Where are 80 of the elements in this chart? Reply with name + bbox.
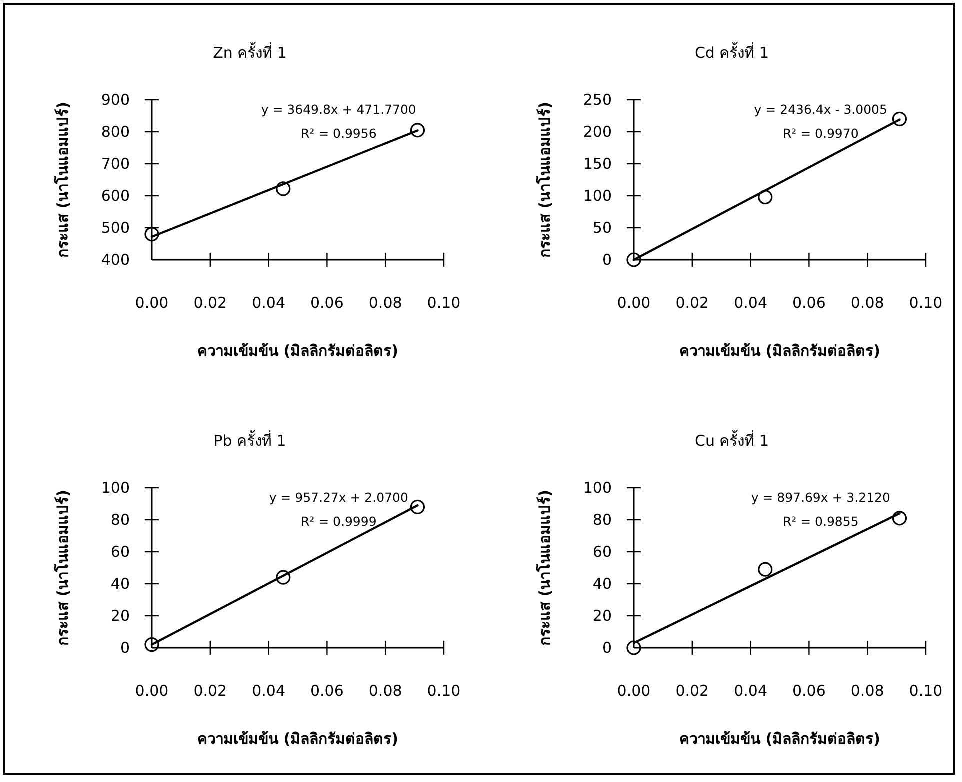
x-tick-label: 0.08 [368,682,402,700]
y-axis-title: กระแส (นาโนแอมแปร์) [535,102,554,258]
x-tick-label: 0.10 [427,294,461,312]
x-tick-label: 0.06 [310,682,344,700]
y-tick-label: 20 [592,607,612,625]
point [144,227,160,242]
x-tick-label: 0.04 [252,682,286,700]
y-tick-label: 250 [583,91,612,109]
point [276,570,291,585]
y-tick-label: 100 [583,187,612,205]
y-tick-label: 50 [592,219,612,237]
x-tick-label: 0.00 [617,682,651,700]
y-axis-title: กระแส (นาโนแอมแปร์) [535,490,554,646]
annotation: y = 957.27x + 2.0700 [269,490,408,505]
x-tick-label: 0.10 [909,294,943,312]
y-tick-label: 400 [101,251,130,269]
y-tick-label: 20 [110,607,130,625]
x-axis-title: ความเข้มข้น (มิลลิกรัมต่อลิตร) [198,730,398,748]
x-tick-label: 0.06 [792,682,826,700]
x-tick-label: 0.02 [194,682,228,700]
y-tick-label: 150 [583,155,612,173]
point [410,123,426,138]
point [892,511,908,526]
chart-title: Zn ครั้งที่ 1 [213,42,287,62]
annotation: R² = 0.9855 [782,514,859,529]
y-tick-label: 60 [592,543,612,561]
x-axis-title: ความเข้มข้น (มิลลิกรัมต่อลิตร) [680,342,880,360]
y-tick-label: 60 [110,543,130,561]
x-tick-label: 0.04 [734,682,768,700]
x-tick-label: 0.08 [850,294,884,312]
x-tick-label: 0.10 [427,682,461,700]
y-tick-label: 700 [101,155,130,173]
annotation: y = 2436.4x - 3.0005 [754,102,888,117]
y-tick-label: 0 [602,639,612,657]
x-tick-label: 0.02 [676,294,710,312]
y-tick-label: 80 [110,511,130,529]
x-tick-label: 0.06 [792,294,826,312]
y-axis-title: กระแส (นาโนแอมแปร์) [53,102,72,258]
y-tick-label: 100 [101,479,130,497]
x-tick-label: 0.00 [135,682,169,700]
y-tick-label: 40 [110,575,130,593]
x-tick-label: 0.06 [310,294,344,312]
annotation: y = 897.69x + 3.2120 [751,490,890,505]
x-tick-label: 0.02 [194,294,228,312]
point [144,638,160,652]
chart-title: Cu ครั้งที่ 1 [694,430,770,450]
x-tick-label: 0.02 [676,682,710,700]
point [892,112,908,126]
y-tick-label: 600 [101,187,130,205]
point [626,252,642,268]
annotation: R² = 0.9999 [300,514,377,529]
x-axis-title: ความเข้มข้น (มิลลิกรัมต่อลิตร) [198,342,398,360]
point [626,640,642,656]
chart-title: Cd ครั้งที่ 1 [694,42,770,62]
y-tick-label: 500 [101,219,130,237]
point [758,562,773,577]
annotation: R² = 0.9956 [300,126,377,141]
x-tick-label: 0.04 [252,294,286,312]
y-tick-label: 100 [583,479,612,497]
x-tick-label: 0.08 [368,294,402,312]
y-tick-label: 80 [592,511,612,529]
y-tick-label: 200 [583,123,612,141]
x-tick-label: 0.08 [850,682,884,700]
x-tick-label: 0.04 [734,294,768,312]
point [410,500,426,514]
y-axis-title: กระแส (นาโนแอมแปร์) [53,490,72,646]
y-tick-label: 40 [592,575,612,593]
chart-title: Pb ครั้งที่ 1 [214,430,286,450]
y-tick-label: 800 [101,123,130,141]
point [758,190,773,205]
annotation: R² = 0.9970 [782,126,859,141]
x-tick-label: 0.00 [617,294,651,312]
y-tick-label: 900 [101,91,130,109]
x-axis-title: ความเข้มข้น (มิลลิกรัมต่อลิตร) [680,730,880,748]
x-tick-label: 0.00 [135,294,169,312]
y-tick-label: 0 [602,251,612,269]
x-tick-label: 0.10 [909,682,943,700]
annotation: y = 3649.8x + 471.7700 [261,102,416,117]
point [276,182,291,196]
y-tick-label: 0 [120,639,130,657]
